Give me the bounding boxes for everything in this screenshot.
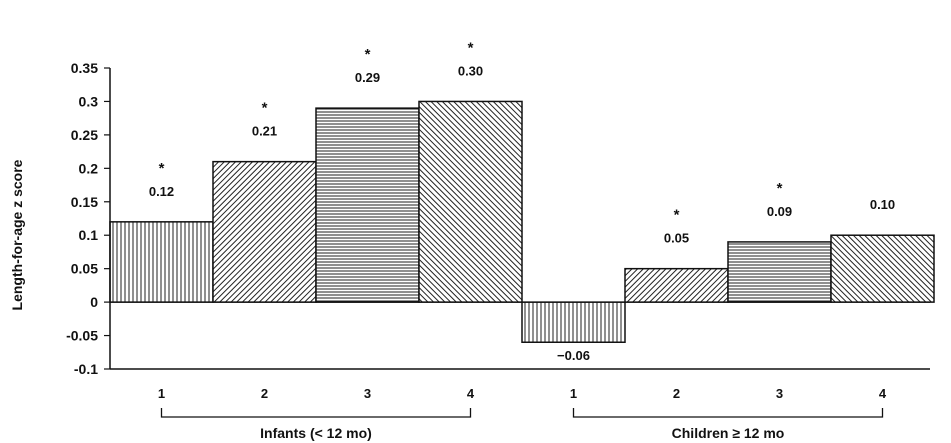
group-label: Infants (< 12 mo) <box>260 425 372 441</box>
group-label: Children ≥ 12 mo <box>672 425 785 441</box>
bar <box>418 100 523 303</box>
x-category-label: 1 <box>158 386 165 401</box>
bar-value-label: −0.06 <box>557 348 590 363</box>
group-bracket <box>572 408 884 418</box>
significance-marker: * <box>159 160 165 177</box>
bars: 0.12 * 0.21 * 0.29 * 0.30 * −0.06 0.05 * 0.09 * 0.10 <box>109 39 935 363</box>
bar <box>315 107 420 303</box>
y-tick-label: 0.25 <box>71 127 98 143</box>
y-tick-label: 0.15 <box>71 194 98 210</box>
y-axis-ticks: -0.1 -0.05 0 0.05 0.1 0.15 0.2 0.25 0.3 0.35 <box>66 60 110 377</box>
x-category-label: 2 <box>673 386 680 401</box>
y-tick-label: 0.2 <box>79 160 99 176</box>
significance-marker: * <box>777 180 783 197</box>
bar-value-label: 0.21 <box>252 124 277 139</box>
group-bracket <box>160 408 472 418</box>
bar <box>521 301 626 343</box>
x-category-label: 2 <box>261 386 268 401</box>
y-tick-label: 0.05 <box>71 261 98 277</box>
bar <box>624 267 729 303</box>
significance-marker: * <box>674 207 680 224</box>
y-tick-label: -0.1 <box>74 361 98 377</box>
significance-marker: * <box>468 39 474 56</box>
x-category-label: 3 <box>776 386 783 401</box>
bar-value-label: 0.09 <box>767 204 792 219</box>
x-axis-labels: 1 2 3 4 1 2 3 4 <box>158 386 887 401</box>
bar <box>727 241 832 303</box>
significance-marker: * <box>365 46 371 63</box>
bar <box>830 234 935 303</box>
x-category-label: 1 <box>570 386 577 401</box>
bar-value-label: 0.05 <box>664 231 689 246</box>
y-tick-label: 0.3 <box>79 93 99 109</box>
x-category-label: 3 <box>364 386 371 401</box>
bar-value-label: 0.12 <box>149 184 174 199</box>
bar <box>109 221 214 303</box>
bar-value-label: 0.30 <box>458 63 483 78</box>
x-category-label: 4 <box>879 386 887 401</box>
bar-value-label: 0.29 <box>355 70 380 85</box>
group-brackets: Infants (< 12 mo) Children ≥ 12 mo <box>160 408 884 441</box>
y-axis-label: Length-for-age z score <box>9 159 25 310</box>
bar-value-label: 0.10 <box>870 197 895 212</box>
significance-marker: * <box>262 100 268 117</box>
y-tick-label: 0.1 <box>79 227 99 243</box>
x-category-label: 4 <box>467 386 475 401</box>
y-tick-label: 0 <box>90 294 98 310</box>
y-tick-label: 0.35 <box>71 60 98 76</box>
bar <box>212 160 317 303</box>
axes <box>109 68 930 370</box>
y-tick-label: -0.05 <box>66 328 98 344</box>
